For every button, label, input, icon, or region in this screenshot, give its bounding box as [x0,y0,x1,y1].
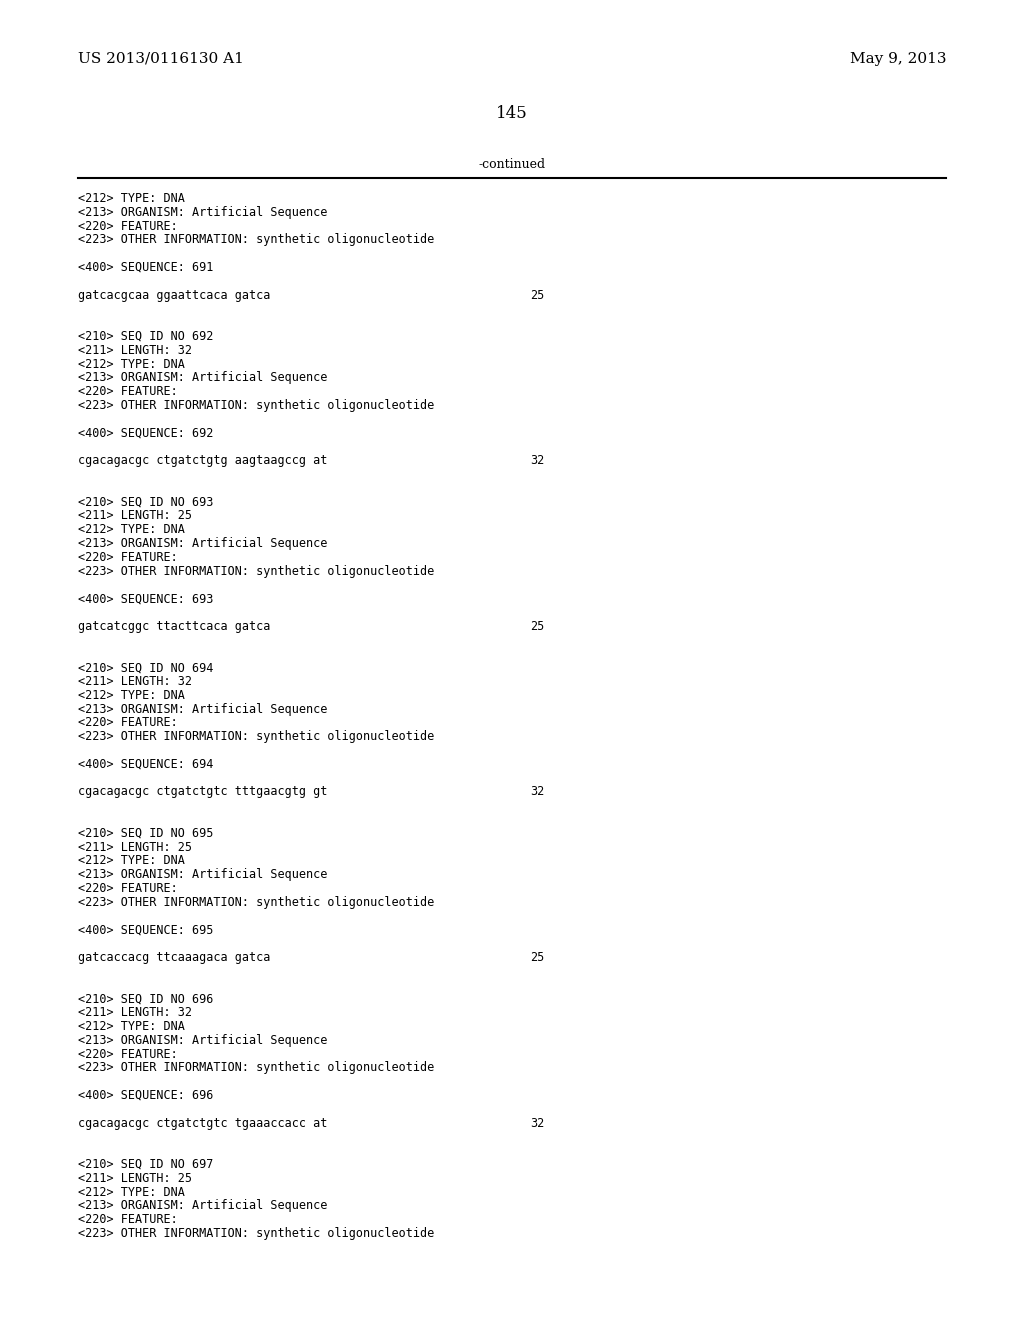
Text: <211> LENGTH: 25: <211> LENGTH: 25 [78,841,193,854]
Text: gatcatcggc ttacttcaca gatca: gatcatcggc ttacttcaca gatca [78,620,270,632]
Text: <211> LENGTH: 25: <211> LENGTH: 25 [78,510,193,523]
Text: <223> OTHER INFORMATION: synthetic oligonucleotide: <223> OTHER INFORMATION: synthetic oligo… [78,234,434,247]
Text: <400> SEQUENCE: 695: <400> SEQUENCE: 695 [78,924,213,936]
Text: <220> FEATURE:: <220> FEATURE: [78,717,178,730]
Text: <400> SEQUENCE: 696: <400> SEQUENCE: 696 [78,1089,213,1102]
Text: <212> TYPE: DNA: <212> TYPE: DNA [78,1185,185,1199]
Text: <212> TYPE: DNA: <212> TYPE: DNA [78,191,185,205]
Text: <210> SEQ ID NO 696: <210> SEQ ID NO 696 [78,993,213,1006]
Text: 32: 32 [530,454,544,467]
Text: US 2013/0116130 A1: US 2013/0116130 A1 [78,51,244,66]
Text: <220> FEATURE:: <220> FEATURE: [78,385,178,399]
Text: <211> LENGTH: 25: <211> LENGTH: 25 [78,1172,193,1185]
Text: <220> FEATURE:: <220> FEATURE: [78,882,178,895]
Text: <210> SEQ ID NO 694: <210> SEQ ID NO 694 [78,661,213,675]
Text: 25: 25 [530,620,544,632]
Text: cgacagacgc ctgatctgtg aagtaagccg at: cgacagacgc ctgatctgtg aagtaagccg at [78,454,328,467]
Text: <400> SEQUENCE: 694: <400> SEQUENCE: 694 [78,758,213,771]
Text: <220> FEATURE:: <220> FEATURE: [78,219,178,232]
Text: <210> SEQ ID NO 697: <210> SEQ ID NO 697 [78,1158,213,1171]
Text: <210> SEQ ID NO 693: <210> SEQ ID NO 693 [78,495,213,508]
Text: <213> ORGANISM: Artificial Sequence: <213> ORGANISM: Artificial Sequence [78,1034,328,1047]
Text: <220> FEATURE:: <220> FEATURE: [78,1213,178,1226]
Text: <223> OTHER INFORMATION: synthetic oligonucleotide: <223> OTHER INFORMATION: synthetic oligo… [78,896,434,908]
Text: <223> OTHER INFORMATION: synthetic oligonucleotide: <223> OTHER INFORMATION: synthetic oligo… [78,399,434,412]
Text: 32: 32 [530,1117,544,1130]
Text: <213> ORGANISM: Artificial Sequence: <213> ORGANISM: Artificial Sequence [78,537,328,550]
Text: <212> TYPE: DNA: <212> TYPE: DNA [78,689,185,702]
Text: cgacagacgc ctgatctgtc tttgaacgtg gt: cgacagacgc ctgatctgtc tttgaacgtg gt [78,785,328,799]
Text: 32: 32 [530,785,544,799]
Text: <400> SEQUENCE: 693: <400> SEQUENCE: 693 [78,593,213,605]
Text: <213> ORGANISM: Artificial Sequence: <213> ORGANISM: Artificial Sequence [78,206,328,219]
Text: cgacagacgc ctgatctgtc tgaaaccacc at: cgacagacgc ctgatctgtc tgaaaccacc at [78,1117,328,1130]
Text: <213> ORGANISM: Artificial Sequence: <213> ORGANISM: Artificial Sequence [78,371,328,384]
Text: <213> ORGANISM: Artificial Sequence: <213> ORGANISM: Artificial Sequence [78,869,328,882]
Text: <212> TYPE: DNA: <212> TYPE: DNA [78,854,185,867]
Text: <223> OTHER INFORMATION: synthetic oligonucleotide: <223> OTHER INFORMATION: synthetic oligo… [78,1228,434,1239]
Text: <212> TYPE: DNA: <212> TYPE: DNA [78,1020,185,1034]
Text: <223> OTHER INFORMATION: synthetic oligonucleotide: <223> OTHER INFORMATION: synthetic oligo… [78,565,434,578]
Text: <223> OTHER INFORMATION: synthetic oligonucleotide: <223> OTHER INFORMATION: synthetic oligo… [78,1061,434,1074]
Text: <212> TYPE: DNA: <212> TYPE: DNA [78,523,185,536]
Text: <210> SEQ ID NO 695: <210> SEQ ID NO 695 [78,826,213,840]
Text: <213> ORGANISM: Artificial Sequence: <213> ORGANISM: Artificial Sequence [78,1200,328,1212]
Text: <211> LENGTH: 32: <211> LENGTH: 32 [78,343,193,356]
Text: <400> SEQUENCE: 691: <400> SEQUENCE: 691 [78,261,213,275]
Text: <210> SEQ ID NO 692: <210> SEQ ID NO 692 [78,330,213,343]
Text: gatcacgcaa ggaattcaca gatca: gatcacgcaa ggaattcaca gatca [78,289,270,301]
Text: <211> LENGTH: 32: <211> LENGTH: 32 [78,1006,193,1019]
Text: <211> LENGTH: 32: <211> LENGTH: 32 [78,675,193,688]
Text: <213> ORGANISM: Artificial Sequence: <213> ORGANISM: Artificial Sequence [78,702,328,715]
Text: May 9, 2013: May 9, 2013 [850,51,946,66]
Text: <223> OTHER INFORMATION: synthetic oligonucleotide: <223> OTHER INFORMATION: synthetic oligo… [78,730,434,743]
Text: 145: 145 [496,106,528,121]
Text: <400> SEQUENCE: 692: <400> SEQUENCE: 692 [78,426,213,440]
Text: <212> TYPE: DNA: <212> TYPE: DNA [78,358,185,371]
Text: <220> FEATURE:: <220> FEATURE: [78,1048,178,1060]
Text: -continued: -continued [478,158,546,172]
Text: gatcaccacg ttcaaagaca gatca: gatcaccacg ttcaaagaca gatca [78,950,270,964]
Text: 25: 25 [530,289,544,301]
Text: 25: 25 [530,950,544,964]
Text: <220> FEATURE:: <220> FEATURE: [78,550,178,564]
